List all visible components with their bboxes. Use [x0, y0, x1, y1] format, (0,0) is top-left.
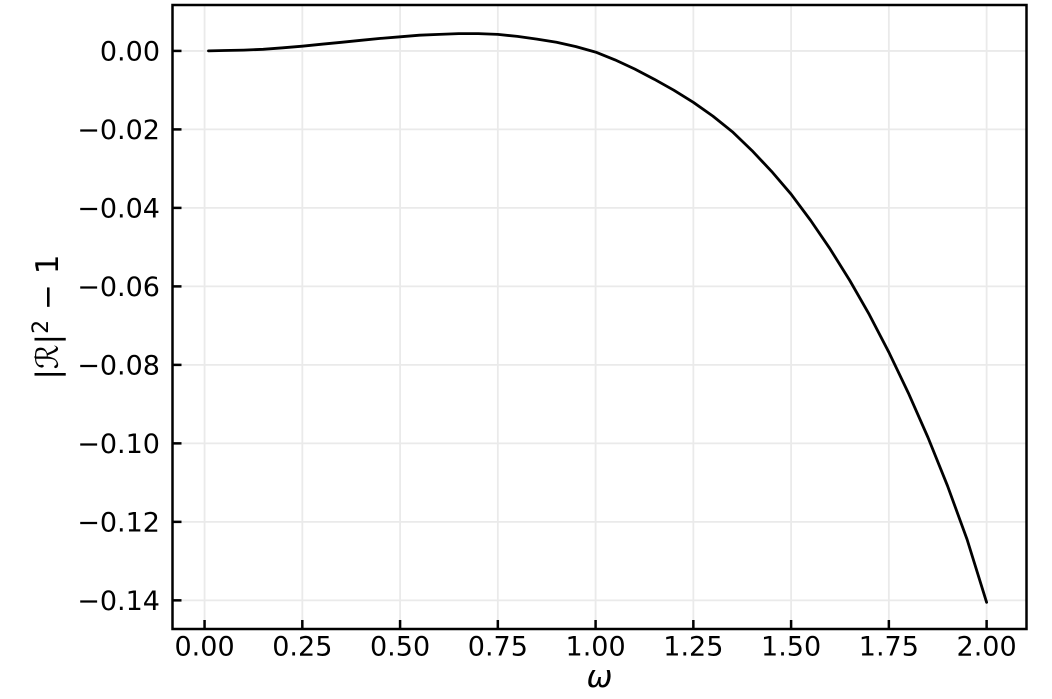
data-curve: [207, 32, 988, 604]
label-layer: ω 0.00 0.25 0.50 0.75 1.00 1.25 1.50 1.75 2.00 0.…: [29, 37, 1017, 695]
x-tick-label: 0.75: [468, 632, 528, 663]
series-layer: [207, 32, 988, 604]
x-tick-label: 2.00: [957, 632, 1017, 663]
grid-layer: [172, 5, 1027, 629]
y-tick-label: −0.02: [77, 115, 160, 146]
frame-layer: [171, 3, 1028, 631]
y-tick-label: −0.04: [77, 194, 160, 225]
x-tick-label: 1.75: [859, 632, 919, 663]
x-tick-label: 0.25: [272, 632, 332, 663]
y-tick-label: 0.00: [100, 37, 160, 68]
y-tick-label: −0.12: [77, 508, 160, 539]
x-axis-label: ω: [587, 659, 613, 695]
x-tick-label: 1.50: [761, 632, 821, 663]
x-tick-label: 0.00: [175, 632, 235, 663]
y-tick-label: −0.10: [77, 429, 160, 460]
y-axis-label: |ℛ|2 − 1: [29, 254, 66, 379]
x-tick-label: 0.50: [370, 632, 430, 663]
x-tick-label: 1.00: [566, 632, 626, 663]
y-tick-label: −0.14: [77, 586, 160, 617]
plot-frame: [171, 3, 1028, 631]
x-tick-label: 1.25: [663, 632, 723, 663]
y-tick-label: −0.06: [77, 272, 160, 303]
y-tick-label: −0.08: [77, 351, 160, 382]
